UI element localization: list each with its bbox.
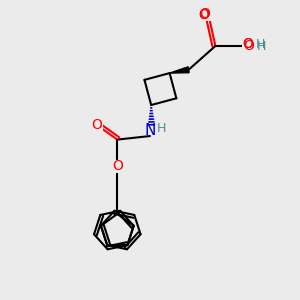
Text: N: N: [144, 123, 156, 138]
FancyBboxPatch shape: [242, 38, 255, 51]
FancyBboxPatch shape: [198, 8, 211, 21]
Text: O: O: [199, 8, 209, 22]
Text: H: H: [256, 38, 265, 51]
FancyBboxPatch shape: [90, 118, 103, 131]
Text: O: O: [243, 39, 254, 53]
Text: O: O: [91, 118, 102, 132]
Text: O: O: [200, 7, 210, 21]
Text: O: O: [243, 38, 254, 52]
Text: O: O: [243, 38, 254, 52]
Text: H: H: [156, 122, 166, 135]
FancyBboxPatch shape: [111, 160, 124, 173]
Polygon shape: [169, 67, 189, 73]
Text: O: O: [199, 8, 209, 22]
Text: H: H: [257, 40, 266, 53]
Text: O: O: [112, 159, 123, 173]
